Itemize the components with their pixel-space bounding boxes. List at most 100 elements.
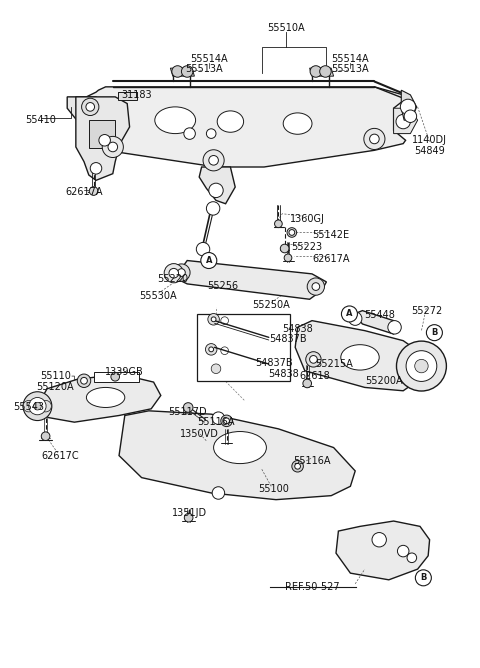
Circle shape [221, 415, 232, 427]
Text: B: B [420, 573, 427, 582]
Circle shape [212, 412, 225, 424]
FancyBboxPatch shape [197, 314, 290, 381]
Text: 55510A: 55510A [267, 23, 304, 33]
Circle shape [396, 341, 446, 391]
Polygon shape [38, 374, 161, 422]
Polygon shape [170, 68, 194, 76]
Text: 55530A: 55530A [140, 291, 177, 301]
Circle shape [184, 514, 193, 522]
Circle shape [23, 400, 35, 412]
Circle shape [426, 325, 443, 341]
Circle shape [397, 545, 409, 557]
Text: 54849: 54849 [414, 146, 445, 156]
Text: 55223: 55223 [292, 242, 323, 252]
Circle shape [370, 134, 379, 144]
Circle shape [40, 400, 51, 412]
Circle shape [81, 377, 87, 384]
Circle shape [111, 373, 120, 381]
Circle shape [400, 100, 416, 114]
Polygon shape [89, 120, 115, 148]
Ellipse shape [341, 345, 379, 370]
Polygon shape [394, 108, 418, 134]
Polygon shape [178, 261, 326, 299]
Circle shape [184, 128, 195, 140]
Polygon shape [336, 521, 430, 580]
Text: 55116A: 55116A [197, 418, 235, 427]
Text: 55250A: 55250A [252, 301, 290, 310]
Text: A: A [205, 256, 212, 265]
Text: 62617A: 62617A [312, 254, 350, 263]
Circle shape [320, 65, 331, 77]
Text: REF.50-527: REF.50-527 [285, 582, 339, 591]
Text: 1140DJ: 1140DJ [412, 136, 447, 145]
Text: 55142E: 55142E [312, 230, 350, 240]
Circle shape [23, 391, 52, 421]
Circle shape [41, 432, 50, 440]
Circle shape [86, 103, 95, 111]
Text: 55514A: 55514A [190, 54, 228, 63]
Text: 55514A: 55514A [332, 54, 369, 63]
Text: 55117D: 55117D [168, 407, 206, 417]
Ellipse shape [214, 432, 266, 464]
Text: 1339GB: 1339GB [106, 367, 144, 377]
Circle shape [181, 65, 193, 77]
Circle shape [108, 142, 118, 152]
Circle shape [211, 364, 221, 373]
Text: 54837B: 54837B [255, 358, 292, 367]
Circle shape [209, 347, 214, 352]
Circle shape [287, 228, 297, 237]
Circle shape [303, 379, 312, 387]
Circle shape [310, 355, 317, 363]
Circle shape [201, 253, 217, 269]
Text: 55200A: 55200A [365, 376, 403, 385]
Ellipse shape [155, 107, 196, 134]
Circle shape [372, 532, 386, 547]
Text: 55448: 55448 [364, 311, 395, 320]
Text: 54837B: 54837B [269, 335, 307, 344]
Circle shape [206, 129, 216, 138]
Circle shape [404, 110, 417, 122]
Circle shape [312, 283, 320, 291]
Circle shape [415, 359, 428, 373]
Circle shape [82, 98, 99, 116]
Text: 55120A: 55120A [36, 383, 74, 392]
Text: 55256: 55256 [208, 281, 239, 291]
Circle shape [206, 202, 220, 215]
Text: 54838: 54838 [282, 325, 313, 334]
Circle shape [221, 317, 228, 325]
Circle shape [295, 464, 300, 469]
Text: A: A [346, 309, 353, 319]
Circle shape [173, 264, 190, 281]
Ellipse shape [86, 387, 125, 407]
Ellipse shape [283, 113, 312, 134]
Text: 55513A: 55513A [332, 65, 369, 74]
Polygon shape [86, 87, 406, 167]
Circle shape [29, 397, 46, 415]
Polygon shape [310, 68, 334, 76]
Polygon shape [354, 311, 398, 334]
Circle shape [196, 242, 210, 256]
Circle shape [348, 312, 362, 325]
Circle shape [388, 321, 401, 334]
Circle shape [183, 403, 193, 412]
Polygon shape [76, 97, 130, 180]
Text: 55116A: 55116A [293, 456, 331, 466]
Circle shape [99, 134, 110, 146]
Circle shape [178, 269, 185, 277]
Text: 55110: 55110 [40, 371, 71, 381]
Circle shape [364, 128, 385, 150]
Circle shape [164, 264, 183, 283]
Ellipse shape [217, 111, 243, 132]
Text: 62617C: 62617C [41, 451, 79, 460]
Circle shape [307, 278, 324, 295]
Circle shape [172, 65, 183, 77]
Text: 62618: 62618 [299, 371, 330, 381]
Circle shape [224, 418, 229, 424]
Circle shape [275, 220, 282, 228]
Circle shape [289, 230, 295, 235]
Circle shape [90, 162, 102, 174]
Circle shape [415, 570, 432, 586]
Circle shape [102, 136, 123, 158]
Polygon shape [94, 372, 139, 382]
Polygon shape [199, 167, 235, 204]
